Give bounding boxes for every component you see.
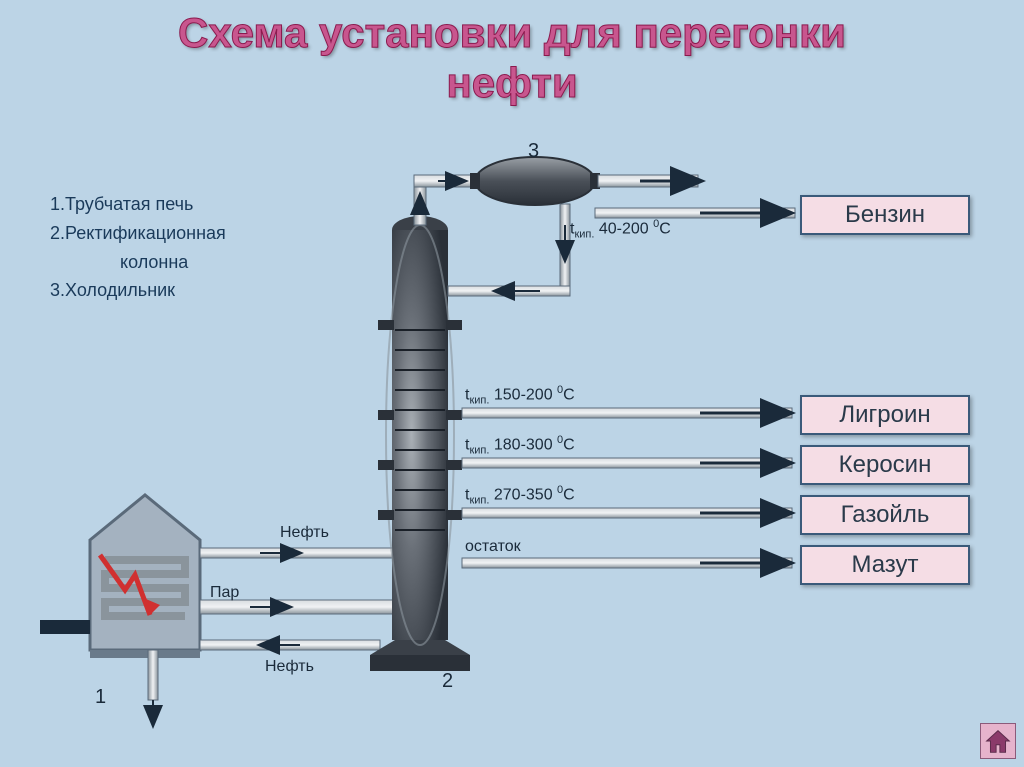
label-num-3: 3	[528, 140, 539, 163]
product-mazut: Мазут	[800, 545, 970, 585]
product-gazoil: Газойль	[800, 495, 970, 535]
furnace	[40, 495, 200, 700]
temp-gazoil: tкип. 270-350 0С	[465, 484, 575, 507]
temp-ligroin: tкип. 150-200 0С	[465, 384, 575, 407]
product-kerosin: Керосин	[800, 445, 970, 485]
temp-benzin: tкип. 40-200 0С	[570, 218, 671, 241]
cooler	[470, 157, 600, 205]
product-benzin: Бензин	[800, 195, 970, 235]
temp-kerosin: tкип. 180-300 0С	[465, 434, 575, 457]
home-button[interactable]	[980, 723, 1016, 759]
label-neft-in: Нефть	[280, 524, 329, 542]
label-num-2: 2	[442, 670, 453, 693]
label-num-1: 1	[95, 686, 106, 709]
label-par: Пар	[210, 584, 239, 602]
label-neft-return: Нефть	[265, 658, 314, 676]
home-icon	[981, 724, 1015, 758]
label-ostatok: остаток	[465, 538, 521, 556]
product-ligroin: Лигроин	[800, 395, 970, 435]
pipe-steam	[200, 600, 395, 614]
